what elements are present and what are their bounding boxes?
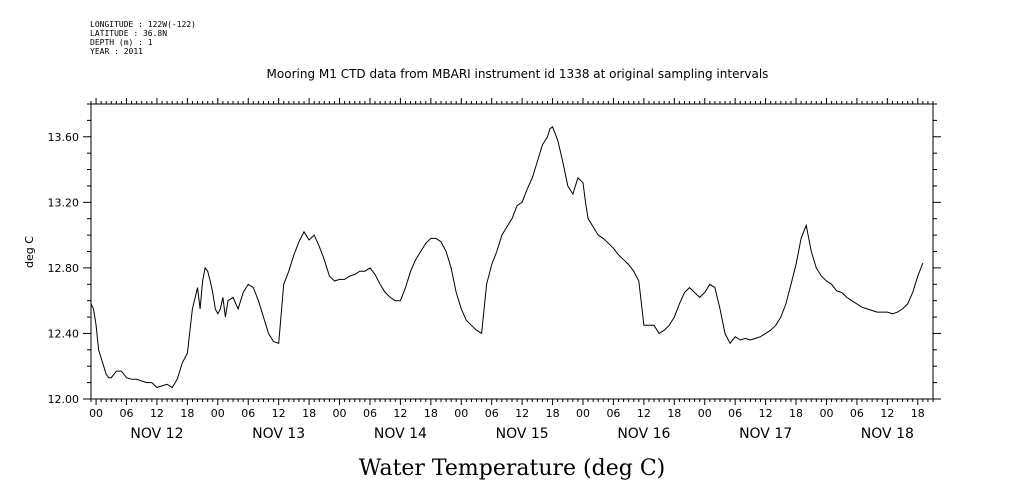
axis-labels: 00 06 12 18 00 06 12 18 00 06 12 18 00 06 12 18 00 06 12 18… [48,131,925,442]
x-tick-label: 06 [363,407,377,420]
y-tick-label: 12.40 [48,327,80,340]
x-tick-label: 12 [150,407,164,420]
x-tick-label: 12 [272,407,286,420]
y-tick-label: 12.00 [48,393,80,406]
x-day-label: NOV 17 [739,426,792,442]
x-day-label: NOV 16 [617,426,670,442]
metadata-block: LONGITUDE : 122W(-122) LATITUDE : 36.8N … [90,20,196,56]
x-axis-title: Water Temperature (deg C) [359,456,666,481]
x-tick-label: 12 [880,407,894,420]
x-day-label: NOV 15 [496,426,549,442]
x-tick-label: 06 [728,407,742,420]
series-line-water-temperature [90,126,924,389]
x-tick-label: 12 [393,407,407,420]
x-tick-label: 18 [546,407,560,420]
y-tick-label: 13.20 [48,196,80,209]
x-tick-label: 06 [120,407,134,420]
x-day-label: NOV 12 [130,426,183,442]
x-tick-label: 00 [576,407,590,420]
x-tick-label: 00 [819,407,833,420]
y-tick-label: 12.80 [48,262,80,275]
x-day-label: NOV 14 [374,426,427,442]
x-tick-label: 06 [850,407,864,420]
chart-title-row: Mooring M1 CTD data from MBARI instrumen… [0,67,1009,81]
x-tick-label: 18 [424,407,438,420]
meta-longitude: LONGITUDE : 122W(-122) [90,20,196,29]
meta-latitude: LATITUDE : 36.8N [90,29,168,38]
x-tick-label: 00 [698,407,712,420]
x-tick-label: 12 [515,407,529,420]
x-tick-label: 18 [667,407,681,420]
meta-depth: DEPTH (m) : 1 [90,38,153,47]
x-tick-label: 06 [485,407,499,420]
x-tick-label: 06 [606,407,620,420]
x-day-label: NOV 18 [861,426,914,442]
axis-ticks [83,98,941,405]
y-tick-label: 13.60 [48,131,80,144]
x-tick-label: 06 [241,407,255,420]
x-tick-label: 00 [89,407,103,420]
x-tick-label: 18 [911,407,925,420]
y-axis-label: deg C [23,236,36,268]
x-tick-label: 18 [180,407,194,420]
x-tick-label: 18 [789,407,803,420]
chart-title: Mooring M1 CTD data from MBARI instrumen… [266,67,769,81]
x-tick-label: 00 [211,407,225,420]
x-tick-label: 00 [454,407,468,420]
plot-frame [90,103,934,400]
x-tick-label: 00 [333,407,347,420]
x-day-label: NOV 13 [252,426,305,442]
x-tick-label: 12 [759,407,773,420]
x-tick-label: 12 [637,407,651,420]
x-tick-label: 18 [302,407,316,420]
meta-year: YEAR : 2011 [90,47,143,56]
